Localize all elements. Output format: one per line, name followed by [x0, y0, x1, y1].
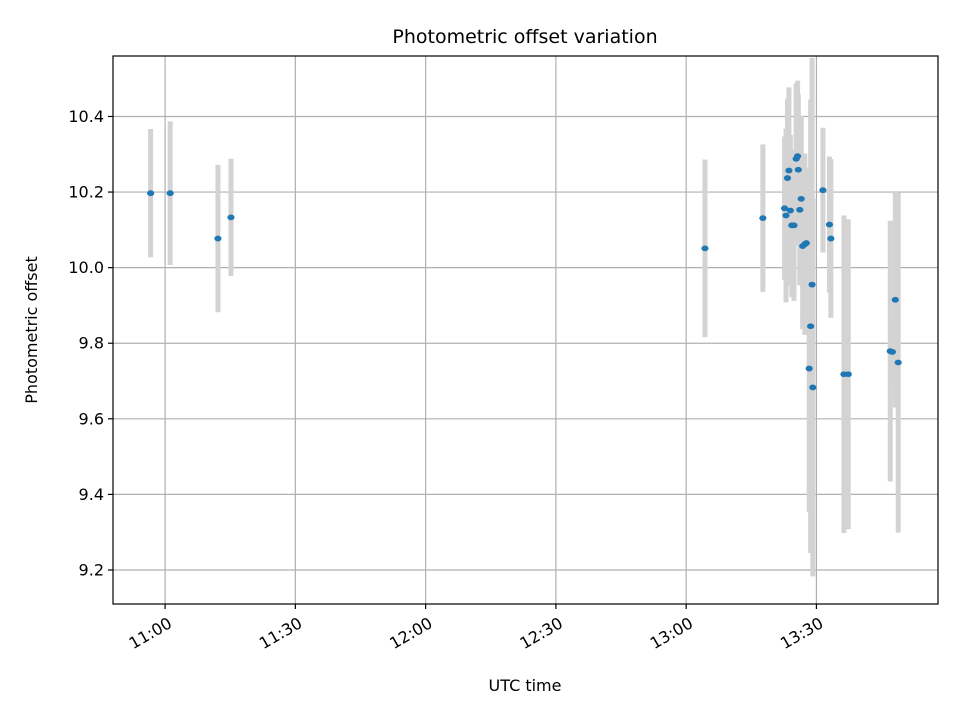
data-point — [807, 323, 815, 330]
data-point — [147, 190, 155, 197]
data-point — [802, 240, 810, 246]
data-point — [827, 235, 835, 242]
y-tick-label: 9.6 — [79, 409, 104, 428]
y-tick-label: 10.4 — [68, 107, 104, 126]
data-point — [844, 371, 852, 378]
data-point — [783, 175, 792, 181]
plot-frame — [112, 55, 939, 605]
data-point — [227, 214, 235, 221]
data-points — [147, 153, 902, 391]
data-point — [214, 235, 222, 242]
data-point — [785, 167, 793, 174]
grid — [113, 56, 938, 604]
chart-title: Photometric offset variation — [392, 26, 657, 48]
data-point — [808, 281, 816, 288]
data-point — [780, 205, 789, 212]
data-point — [794, 153, 802, 160]
data-point — [782, 212, 790, 219]
data-point — [891, 296, 899, 303]
y-tick-label: 10.2 — [68, 183, 104, 202]
data-point — [809, 384, 817, 391]
y-tick-label: 9.4 — [79, 485, 104, 504]
y-tick-label: 9.8 — [79, 334, 104, 353]
data-point — [819, 187, 827, 194]
y-tick-label: 9.2 — [79, 560, 104, 579]
data-point — [894, 359, 902, 366]
data-point — [825, 221, 834, 228]
y-axis: 9.2 9.4 9.6 9.8 10.0 10.2 10.4 — [68, 107, 113, 579]
data-point — [805, 365, 813, 372]
data-point — [701, 245, 709, 252]
x-axis-title: UTC time — [489, 676, 562, 695]
y-tick-label: 10.0 — [68, 258, 104, 277]
y-axis-title: Photometric offset — [22, 256, 41, 404]
data-point — [796, 206, 804, 213]
data-point — [166, 190, 174, 197]
data-point — [786, 207, 794, 214]
data-point — [797, 195, 805, 202]
data-point — [794, 166, 802, 173]
data-point — [759, 215, 767, 222]
data-point — [888, 349, 897, 355]
data-point — [790, 222, 798, 229]
